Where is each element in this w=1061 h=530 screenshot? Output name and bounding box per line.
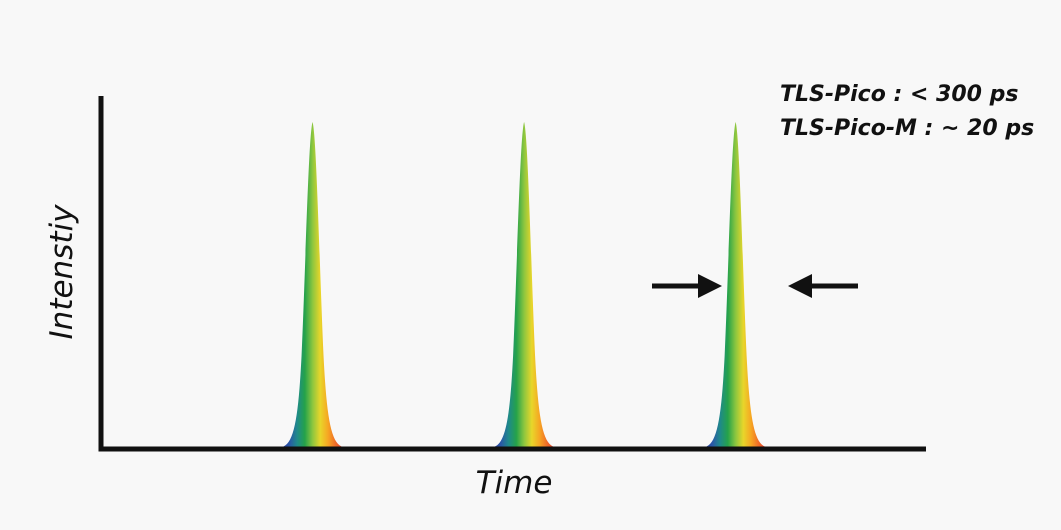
y-axis-label: Intenstiy (44, 204, 80, 340)
axes-lines (98, 96, 926, 452)
annotation-tls-pico-m: TLS-Pico-M : ~ 20 ps (780, 116, 1034, 141)
left-pointing-arrow-icon (788, 274, 812, 298)
right-pointing-arrow-icon (698, 274, 722, 298)
pulse-1 (281, 122, 344, 447)
pulses-group (281, 122, 767, 447)
x-axis-label: Time (476, 465, 553, 501)
pulse-2 (493, 122, 556, 447)
annotation-tls-pico: TLS-Pico : < 300 ps (780, 82, 1018, 107)
pulse-width-marker (652, 274, 858, 298)
pulse-3 (704, 122, 767, 447)
